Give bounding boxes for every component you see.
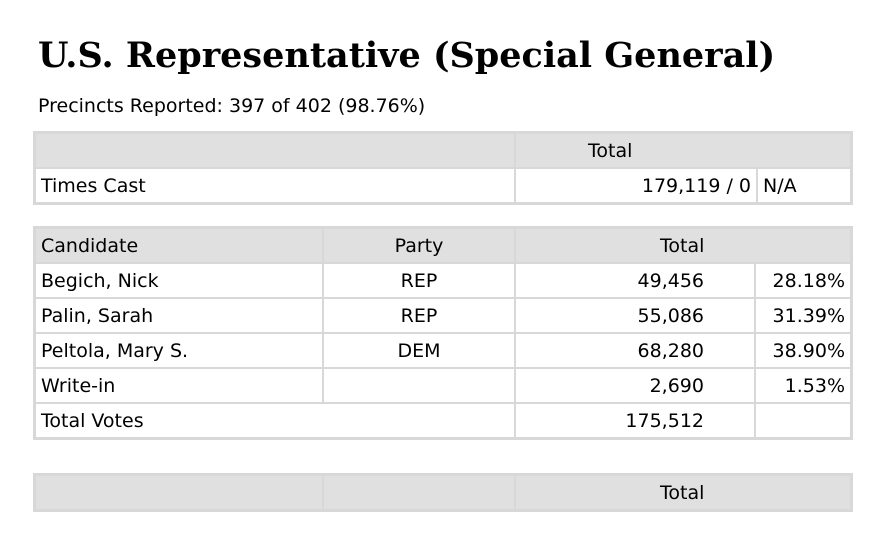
candidate-votes: 49,456 xyxy=(515,263,755,298)
candidate-row: Palin, Sarah REP 55,086 31.39% xyxy=(35,298,851,333)
times-cast-header-row: Total xyxy=(35,133,851,168)
candidate-name: Write-in xyxy=(35,368,323,403)
candidate-party xyxy=(323,368,515,403)
total-votes-value: 175,512 xyxy=(515,403,755,438)
candidate-name: Palin, Sarah xyxy=(35,298,323,333)
candidate-pct: 28.18% xyxy=(755,263,851,298)
header-party: Party xyxy=(323,228,515,263)
candidate-votes: 55,086 xyxy=(515,298,755,333)
header-blank-cell xyxy=(35,133,515,168)
header-total: Total xyxy=(515,228,851,263)
candidate-pct: 38.90% xyxy=(755,333,851,368)
candidate-pct: 1.53% xyxy=(755,368,851,403)
header-blank-cell xyxy=(323,475,515,510)
page-title: U.S. Representative (Special General) xyxy=(38,35,776,76)
candidate-name: Peltola, Mary S. xyxy=(35,333,323,368)
total-votes-pct-blank xyxy=(755,403,851,438)
total-votes-row: Total Votes 175,512 xyxy=(35,403,851,438)
candidate-votes: 2,690 xyxy=(515,368,755,403)
header-blank-cell xyxy=(35,475,323,510)
times-cast-value: 179,119 / 0 xyxy=(515,168,757,203)
bottom-header-row: Total xyxy=(35,475,851,510)
candidate-party: REP xyxy=(323,263,515,298)
candidate-row: Begich, Nick REP 49,456 28.18% xyxy=(35,263,851,298)
header-candidate: Candidate xyxy=(35,228,323,263)
times-cast-pct: N/A xyxy=(757,168,851,203)
candidates-header-row: Candidate Party Total xyxy=(35,228,851,263)
candidate-row: Peltola, Mary S. DEM 68,280 38.90% xyxy=(35,333,851,368)
candidate-votes: 68,280 xyxy=(515,333,755,368)
candidates-table: Candidate Party Total Begich, Nick REP 4… xyxy=(33,226,853,440)
candidate-name: Begich, Nick xyxy=(35,263,323,298)
candidate-pct: 31.39% xyxy=(755,298,851,333)
bottom-table: Total xyxy=(33,473,853,512)
candidate-party: DEM xyxy=(323,333,515,368)
times-cast-row: Times Cast 179,119 / 0 N/A xyxy=(35,168,851,203)
precincts-reported: Precincts Reported: 397 of 402 (98.76%) xyxy=(38,95,426,117)
candidate-row: Write-in 2,690 1.53% xyxy=(35,368,851,403)
total-votes-label: Total Votes xyxy=(35,403,515,438)
candidate-party: REP xyxy=(323,298,515,333)
times-cast-table: Total Times Cast 179,119 / 0 N/A xyxy=(33,131,853,205)
header-total: Total xyxy=(515,133,851,168)
times-cast-label: Times Cast xyxy=(35,168,515,203)
header-total: Total xyxy=(515,475,851,510)
